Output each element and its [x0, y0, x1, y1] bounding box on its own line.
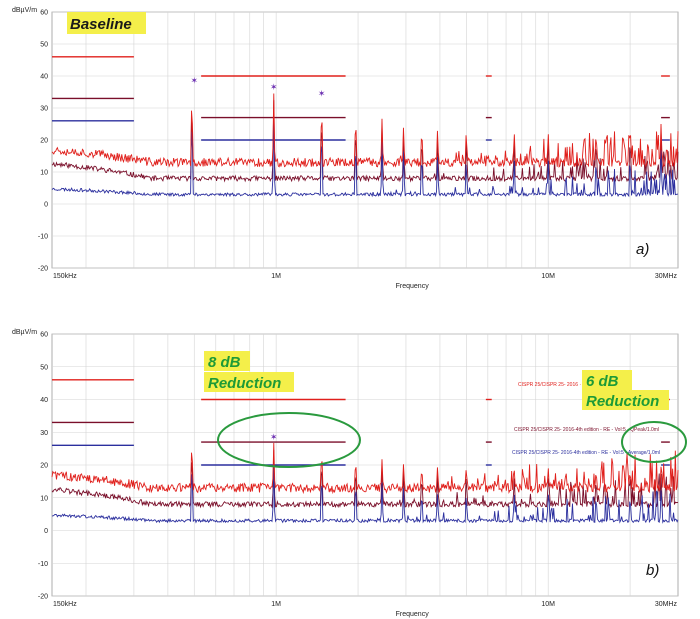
y-tick-label: 10	[40, 170, 48, 177]
y-tick-label: -10	[38, 234, 48, 241]
y-tick-label: 50	[40, 42, 48, 49]
x-axis-label: Frequency	[396, 283, 430, 290]
y-tick-label: -20	[38, 594, 48, 601]
peak-trace	[51, 443, 679, 495]
reduction-6db-highlight-1	[582, 370, 632, 390]
reduction-6db-ellipse	[621, 421, 687, 463]
quasi-peak-trace	[51, 100, 679, 183]
quasi-peak-trace	[51, 449, 679, 509]
harmonic-marker: ✶	[318, 89, 326, 99]
y-tick-label: 20	[40, 138, 48, 145]
grid-b	[52, 333, 678, 597]
markers-a: ✶ ✶ ✶	[190, 77, 325, 100]
panel-label-a: a)	[636, 241, 649, 258]
y-tick-labels-b: 60 50 40 30 20 10 0 -10 -20	[38, 332, 48, 601]
y-tick-label: 60	[40, 10, 48, 17]
panel-a-baseline: ✶ ✶ ✶ 60 50 40 30 20 10 0 -10 -20 150kHz 1M Frequenc…	[12, 7, 679, 290]
reduction-6db-word: Reduction	[586, 393, 659, 410]
baseline-highlight	[67, 12, 146, 34]
x-tick-label: 30MHz	[655, 273, 678, 280]
y-tick-label: -10	[38, 561, 48, 568]
reduction-8db-highlight-1	[204, 351, 250, 371]
x-tick-labels-a: 150kHz 1M Frequency 10M 30MHz	[53, 273, 677, 290]
x-tick-label: 30MHz	[655, 601, 678, 608]
reduction-8db-value: 8 dB	[208, 354, 241, 371]
y-tick-label: 30	[40, 430, 48, 437]
y-tick-label: 10	[40, 495, 48, 502]
y-tick-label: 40	[40, 74, 48, 81]
y-tick-label: 40	[40, 397, 48, 404]
x-axis-label: Frequency	[396, 611, 430, 618]
y-tick-label: 50	[40, 364, 48, 371]
average-trace	[51, 113, 679, 198]
traces-b	[51, 443, 679, 524]
baseline-label: Baseline	[70, 16, 132, 33]
panel-label-b: b)	[646, 562, 659, 579]
markers-b: ✶	[270, 433, 278, 443]
legend-quasi-peak: CISPR 25/CISPR 25- 2016-4th edition - RE…	[514, 427, 659, 433]
y-tick-label: 0	[44, 528, 48, 535]
x-tick-label: 10M	[541, 273, 555, 280]
peak-trace	[51, 93, 679, 169]
y-tick-label: -20	[38, 266, 48, 273]
x-tick-label: 1M	[271, 273, 281, 280]
x-tick-label: 150kHz	[53, 273, 77, 280]
x-tick-label: 10M	[541, 601, 555, 608]
y-axis-label-b: dBµV/m	[12, 329, 37, 336]
harmonic-marker: ✶	[270, 433, 278, 443]
x-tick-labels-b: 150kHz 1M Frequency 10M 30MHz	[53, 601, 677, 618]
y-tick-label: 60	[40, 332, 48, 339]
harmonic-marker: ✶	[190, 77, 198, 87]
harmonic-marker: ✶	[270, 83, 278, 93]
limit-lines-a	[52, 56, 670, 141]
reduction-8db-highlight-2	[204, 372, 294, 392]
reduction-6db-value: 6 dB	[586, 373, 619, 390]
y-tick-labels-a: 60 50 40 30 20 10 0 -10 -20	[38, 10, 48, 273]
reduction-8db-ellipse	[217, 412, 361, 468]
y-tick-label: 20	[40, 463, 48, 470]
reduction-6db-highlight-2	[582, 390, 669, 410]
y-tick-label: 30	[40, 106, 48, 113]
legend-peak: CISPR 25/CISPR 25- 2016 · · · · Vol:5 - …	[518, 382, 632, 388]
traces-a	[51, 93, 679, 198]
y-tick-label: 0	[44, 202, 48, 209]
legend-average: CISPR 25/CISPR 25- 2016-4th edition - RE…	[512, 450, 660, 456]
x-tick-label: 1M	[271, 601, 281, 608]
average-trace	[51, 463, 679, 524]
reduction-8db-word: Reduction	[208, 375, 281, 392]
y-axis-label-a: dBµV/m	[12, 7, 37, 14]
x-tick-label: 150kHz	[53, 601, 77, 608]
